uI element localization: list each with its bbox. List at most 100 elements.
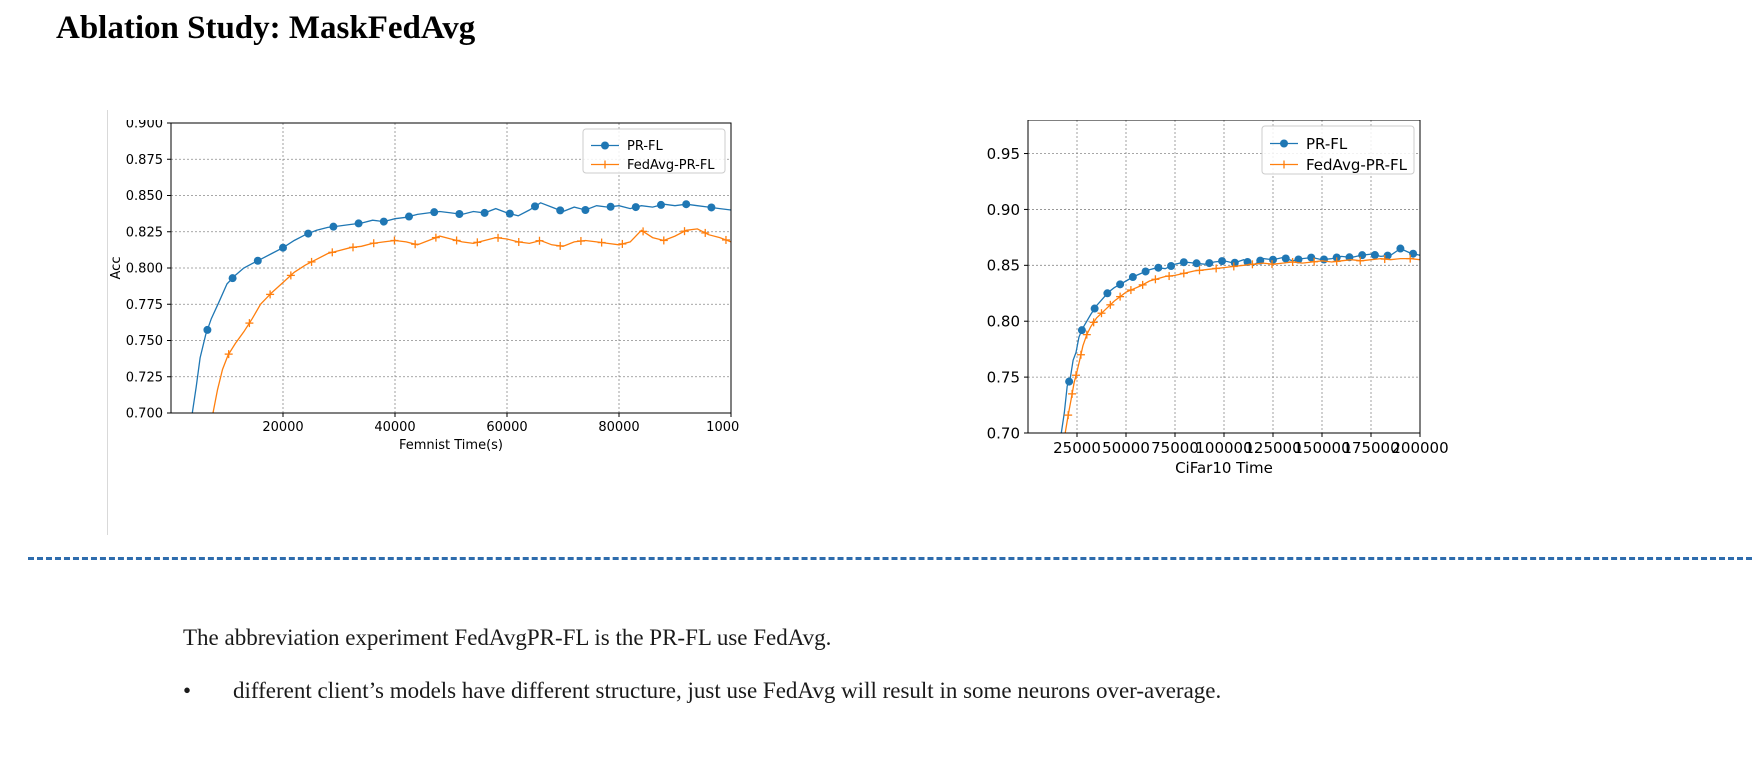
cifar-point-fedavg [1151, 275, 1160, 284]
femnist-point-prfl [455, 209, 464, 218]
cifar-ytick-label: 0.95 [987, 145, 1020, 163]
cifar-point-fedavg [1082, 330, 1091, 339]
cifar-point-fedavg [1356, 256, 1365, 265]
cifar-point-prfl [1230, 258, 1239, 267]
femnist-point-prfl [405, 212, 413, 221]
femnist-ylabel: Acc [109, 257, 124, 280]
cifar-point-fedavg [1229, 262, 1238, 271]
femnist-point-fedavg [639, 227, 648, 236]
cifar-point-fedavg [1268, 260, 1277, 269]
cifar-point-fedavg [1310, 257, 1319, 266]
femnist-ytick-label: 0.775 [126, 298, 163, 313]
cifar-point-prfl [1358, 251, 1367, 260]
cifar-legend: PR-FL FedAvg-PR-FL [1261, 125, 1415, 175]
femnist-xtick-label: 80000 [598, 420, 639, 435]
femnist-ytick-label: 0.900 [126, 120, 163, 132]
cifar-xtick-label: 50000 [1102, 439, 1150, 457]
femnist-legend-item-prfl: PR-FL [591, 139, 664, 154]
femnist-point-fedavg [473, 238, 482, 247]
femnist-point-prfl [279, 243, 287, 252]
bullet-text: different client’s models have different… [233, 678, 1222, 703]
cifar-point-prfl [1179, 258, 1188, 267]
femnist-point-fedavg [514, 237, 523, 246]
cifar-legend-label: PR-FL [1306, 135, 1348, 153]
femnist-point-fedavg [369, 239, 378, 248]
femnist-point-fedavg [431, 233, 440, 242]
cifar-point-prfl [1218, 257, 1227, 266]
cifar-legend-label: FedAvg-PR-FL [1306, 156, 1408, 174]
femnist-point-prfl [203, 325, 212, 334]
femnist-point-fedavg [556, 241, 565, 250]
femnist-point-prfl [631, 203, 640, 212]
cifar-point-prfl [1319, 255, 1328, 264]
femnist-legend: PR-FL FedAvg-PR-FL [582, 128, 726, 174]
femnist-point-fedavg [597, 238, 606, 247]
femnist-point-fedavg [390, 236, 399, 245]
femnist-xtick-label: 40000 [374, 420, 415, 435]
femnist-ytick-label: 0.750 [126, 334, 163, 349]
page-title: Ablation Study: MaskFedAvg [56, 10, 476, 46]
femnist-point-fedavg [659, 236, 668, 245]
cifar-xlabel: CiFar10 Time [1175, 459, 1273, 477]
femnist-chart: 20000 40000 60000 80000 100000 0.700 0.725 0.75… [100, 117, 756, 520]
dashed-divider [28, 557, 1752, 560]
cifar-series-0 [1060, 244, 1420, 433]
femnist-xtick-label: 20000 [262, 420, 303, 435]
femnist-point-prfl [480, 208, 489, 217]
femnist-ytick-label: 0.825 [126, 225, 163, 240]
cifar-point-prfl [1103, 289, 1112, 298]
femnist-point-fedavg [680, 227, 689, 236]
femnist-legend-label: PR-FL [627, 139, 664, 154]
cifar-legend-item-prfl: PR-FL [1270, 135, 1348, 153]
femnist-point-prfl [379, 217, 388, 226]
cifar-point-prfl [1077, 326, 1086, 335]
femnist-point-fedavg [245, 319, 254, 328]
cifar-point-prfl [1307, 253, 1316, 262]
femnist-point-prfl [606, 202, 615, 211]
bullet-icon: • [183, 678, 192, 703]
cifar-point-prfl [1269, 255, 1277, 264]
cifar-xtick-label: 125000 [1244, 439, 1301, 457]
femnist-ytick-label: 0.875 [126, 153, 163, 168]
cifar-point-fedavg [1106, 300, 1115, 309]
cifar-point-fedavg [1089, 318, 1098, 327]
femnist-point-fedavg [494, 233, 503, 242]
femnist-series-1 [212, 227, 731, 413]
cifar-point-fedavg [1380, 255, 1389, 264]
femnist-xtick-label: 60000 [486, 420, 527, 435]
cifar-point-fedavg [1179, 269, 1188, 278]
cifar-xtick-label: 175000 [1342, 439, 1399, 457]
cifar-point-prfl [1383, 251, 1392, 260]
femnist-point-fedavg [618, 239, 627, 248]
cifar-xtick-label: 150000 [1293, 439, 1350, 457]
cifar-point-fedavg [1406, 254, 1415, 263]
femnist-ytick-label: 0.700 [126, 407, 163, 422]
cifar-xtick-label: 100000 [1195, 439, 1252, 457]
femnist-point-prfl [304, 229, 313, 238]
cifar-ytick-label: 0.80 [987, 313, 1020, 331]
femnist-point-fedavg [266, 290, 275, 299]
femnist-point-fedavg [307, 257, 316, 266]
femnist-line-prfl [191, 202, 731, 413]
femnist-point-prfl [430, 208, 439, 217]
cifar-point-fedavg [1165, 272, 1174, 281]
femnist-point-prfl [505, 209, 514, 218]
femnist-ytick-label: 0.800 [126, 262, 163, 277]
cifar-point-prfl [1167, 261, 1176, 270]
cifar-svg: 25000 50000 750001000001250001500001750002… [987, 119, 1449, 477]
cifar-ytick-label: 0.85 [987, 257, 1020, 275]
femnist-legend-item-fedavg: FedAvg-PR-FL [591, 158, 715, 173]
femnist-point-prfl [682, 200, 691, 209]
femnist-svg: 20000 40000 60000 80000 100000 0.700 0.725 0.75… [109, 117, 756, 453]
cifar-point-fedavg [1288, 257, 1297, 266]
femnist-point-prfl [329, 222, 338, 231]
cifar-xtick-label: 25000 [1053, 439, 1101, 457]
cifar-point-prfl [1409, 249, 1418, 258]
cifar-ytick-label: 0.75 [987, 369, 1020, 387]
femnist-point-fedavg [701, 228, 710, 237]
femnist-ytick-label: 0.850 [126, 189, 163, 204]
femnist-xtick-label: 100000 [706, 420, 740, 435]
cifar-point-prfl [1128, 273, 1137, 282]
cifar-point-fedavg [1195, 266, 1204, 275]
femnist-point-fedavg [452, 236, 461, 245]
